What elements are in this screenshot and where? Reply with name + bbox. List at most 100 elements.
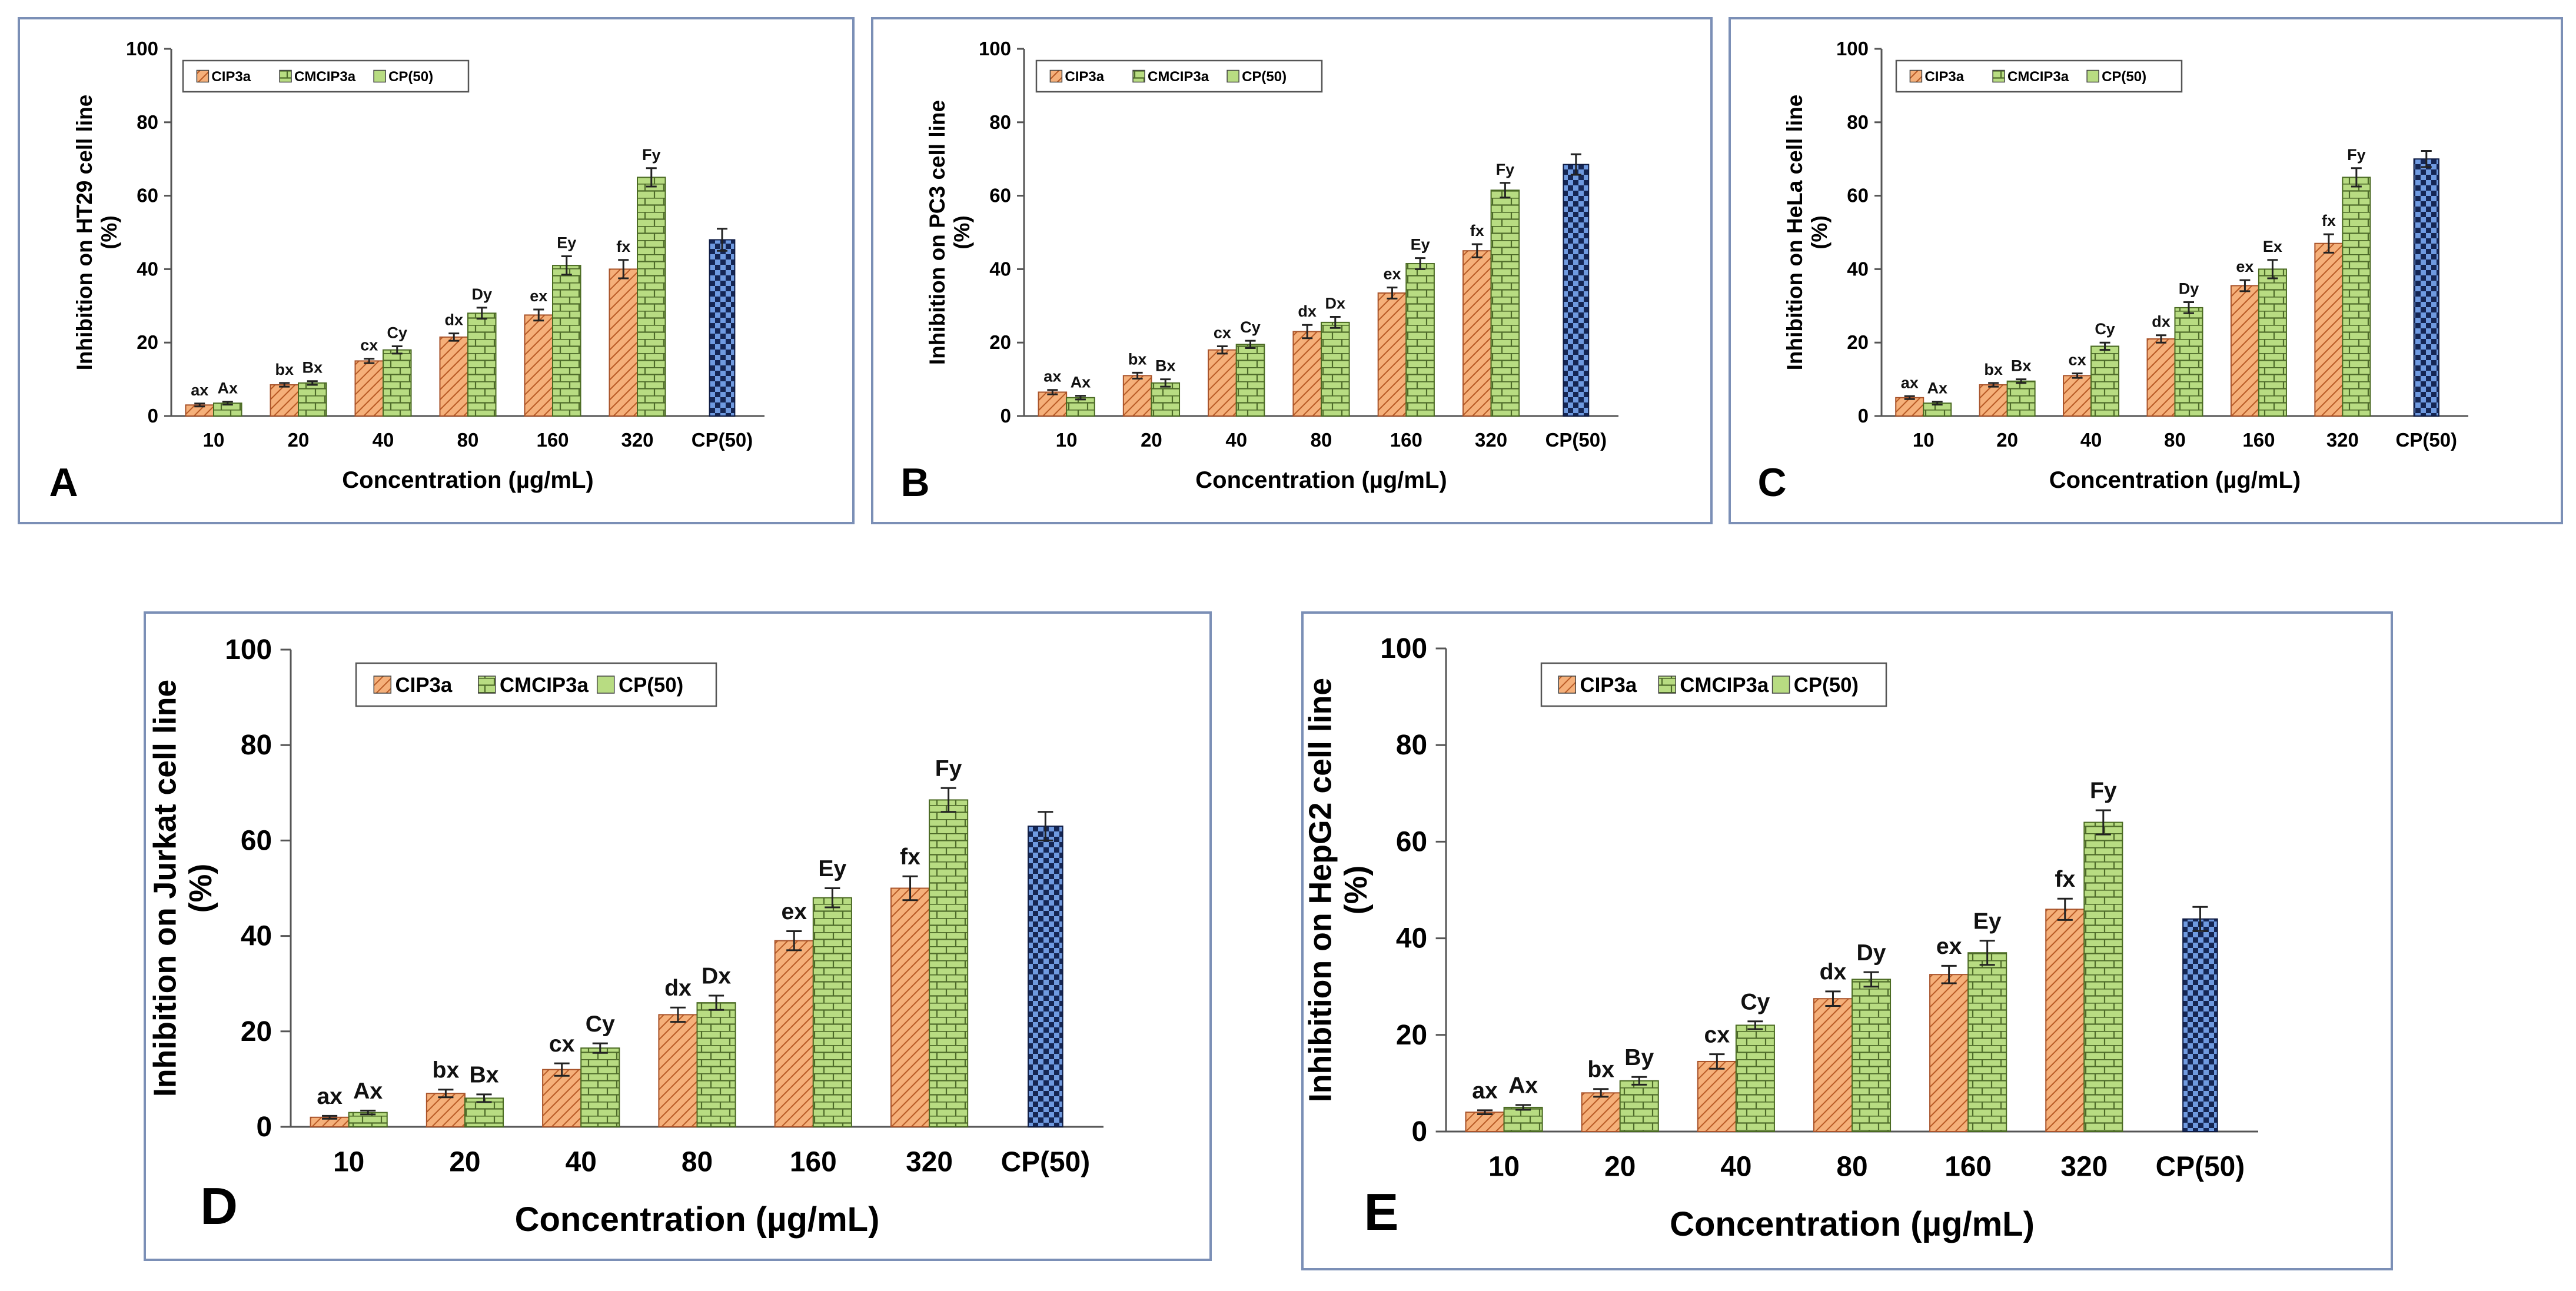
bar-cip3a-160 bbox=[2230, 285, 2259, 417]
panel-letter: A bbox=[49, 460, 78, 505]
x-tick-label: 10 bbox=[1056, 429, 1078, 451]
bar-significance-label: bx bbox=[433, 1057, 460, 1083]
x-axis-title: Concentration (µg/mL) bbox=[1670, 1205, 2035, 1243]
legend-label: CIP3a bbox=[1580, 674, 1637, 697]
bar-cip3a-10 bbox=[1895, 397, 1924, 417]
bar-cmcip3a-320 bbox=[2083, 821, 2123, 1133]
legend-box bbox=[1895, 59, 2183, 93]
y-tick-label: 20 bbox=[1847, 331, 1869, 353]
x-tick-label: 20 bbox=[1141, 429, 1162, 451]
x-tick-label: 160 bbox=[2242, 429, 2275, 451]
y-axis-title-unit: (%) bbox=[1807, 215, 1832, 249]
legend-swatch-cip3a bbox=[1909, 69, 1923, 83]
legend-label: CIP3a bbox=[1924, 69, 1964, 85]
bar-control-cp50 bbox=[2413, 158, 2439, 417]
bar-cip3a-40 bbox=[542, 1069, 582, 1128]
y-tick-label: 100 bbox=[126, 38, 158, 59]
legend-label: CMCIP3a bbox=[1148, 69, 1209, 85]
y-axis-title: Inhibition on HepG2 cell line bbox=[1302, 678, 1338, 1102]
bar-significance-label: Ax bbox=[1508, 1073, 1538, 1099]
bar-significance-label: ax bbox=[191, 381, 208, 399]
legend-label: CMCIP3a bbox=[2007, 69, 2069, 85]
legend-swatch-cip3a bbox=[373, 676, 392, 694]
bar-cip3a-80 bbox=[439, 336, 468, 417]
bar-significance-label: ex bbox=[1936, 934, 1962, 959]
panel-frame bbox=[871, 17, 1713, 524]
chart-panel-e: 0 20 40 60 80 100 ax Ax 10 bx By 20 cx Cy 40 dx Dy 80 ex Ey… bbox=[1301, 611, 2393, 1270]
bar-significance-label: ax bbox=[1472, 1079, 1498, 1104]
bar-cip3a-40 bbox=[1697, 1060, 1737, 1132]
y-tick-label: 80 bbox=[241, 730, 272, 761]
legend: CIP3a CMCIP3a CP(50) bbox=[1035, 59, 1323, 93]
bar-significance-label: Ey bbox=[1411, 236, 1430, 254]
bar-significance-label: cx bbox=[2069, 351, 2086, 369]
bar-significance-label: Fy bbox=[935, 756, 962, 781]
bar-cmcip3a-40 bbox=[383, 349, 412, 417]
bar-cmcip3a-80 bbox=[696, 1002, 736, 1128]
bar-significance-label: Bx bbox=[1155, 357, 1176, 375]
bar-cmcip3a-160 bbox=[812, 897, 852, 1127]
bar-cmcip3a-40 bbox=[580, 1047, 620, 1128]
bar-cip3a-10 bbox=[1465, 1112, 1505, 1133]
bar-cmcip3a-20 bbox=[298, 382, 327, 417]
x-axis-title: Concentration (µg/mL) bbox=[515, 1200, 880, 1239]
panel-letter: E bbox=[1364, 1183, 1399, 1241]
y-tick-label: 20 bbox=[241, 1016, 272, 1047]
legend-label: CP(50) bbox=[1242, 69, 1287, 85]
bar-cmcip3a-80 bbox=[1852, 979, 1892, 1132]
legend-label: CP(50) bbox=[1794, 674, 1859, 697]
legend-swatch-cp50 bbox=[373, 69, 386, 83]
x-tick-label: 160 bbox=[1390, 429, 1422, 451]
bar-significance-label: By bbox=[1624, 1045, 1654, 1070]
bar-cip3a-20 bbox=[270, 384, 300, 417]
legend-label: CIP3a bbox=[211, 69, 251, 85]
x-tick-label: 40 bbox=[2080, 429, 2102, 451]
x-tick-label: 320 bbox=[1475, 429, 1507, 451]
bar-significance-label: fx bbox=[1470, 222, 1484, 239]
y-tick-label: 0 bbox=[256, 1112, 272, 1143]
x-tick-label: 320 bbox=[906, 1146, 953, 1177]
legend-swatch-cmcip3a bbox=[279, 69, 292, 83]
x-tick-label: 10 bbox=[1488, 1151, 1520, 1182]
x-tick-label: 160 bbox=[536, 429, 569, 451]
x-tick-label: CP(50) bbox=[1545, 429, 1607, 451]
x-tick-label: 80 bbox=[682, 1146, 713, 1177]
bar-significance-label: dx bbox=[1298, 302, 1317, 320]
panel-letter: C bbox=[1757, 460, 1786, 505]
bar-cip3a-40 bbox=[1208, 349, 1237, 417]
bar-significance-label: Bx bbox=[303, 359, 323, 377]
chart-panel-a: 0 20 40 60 80 100 ax Ax 10 bx Bx 20 cx Cy 40 dx Dy 80 ex Ey… bbox=[18, 17, 855, 524]
bar-cmcip3a-80 bbox=[2174, 307, 2203, 417]
bar-significance-label: Dy bbox=[472, 285, 493, 303]
y-axis-title-unit: (%) bbox=[183, 864, 218, 913]
y-tick-label: 100 bbox=[1380, 633, 1427, 664]
bar-cip3a-160 bbox=[524, 314, 553, 417]
bar-significance-label: Ax bbox=[353, 1079, 383, 1104]
bar-cip3a-320 bbox=[1462, 250, 1492, 417]
bar-cmcip3a-320 bbox=[637, 177, 666, 417]
x-tick-label: 80 bbox=[1311, 429, 1332, 451]
bar-cmcip3a-40 bbox=[2090, 345, 2120, 417]
x-tick-label: 10 bbox=[1913, 429, 1935, 451]
bar-cmcip3a-80 bbox=[467, 312, 497, 417]
bar-cmcip3a-10 bbox=[1066, 397, 1095, 417]
y-tick-label: 20 bbox=[1396, 1020, 1427, 1051]
bar-control-cp50 bbox=[709, 239, 736, 417]
legend: CIP3a CMCIP3a CP(50) bbox=[355, 662, 717, 707]
legend-box bbox=[355, 662, 717, 707]
x-tick-label: 20 bbox=[449, 1146, 480, 1177]
legend-box bbox=[1540, 662, 1887, 707]
x-tick-label: 160 bbox=[790, 1146, 837, 1177]
bar-cip3a-80 bbox=[2146, 338, 2176, 417]
legend-label: CIP3a bbox=[1065, 69, 1104, 85]
bar-cip3a-160 bbox=[1377, 292, 1407, 417]
y-axis-title-unit: (%) bbox=[97, 215, 121, 249]
bar-cmcip3a-160 bbox=[1967, 952, 2007, 1132]
bar-cmcip3a-160 bbox=[1405, 263, 1435, 417]
bar-significance-label: Ey bbox=[557, 234, 576, 252]
y-tick-label: 60 bbox=[1396, 826, 1427, 857]
bar-significance-label: cx bbox=[549, 1032, 575, 1057]
bar-cip3a-80 bbox=[1813, 998, 1853, 1132]
bar-cmcip3a-20 bbox=[1619, 1080, 1659, 1133]
